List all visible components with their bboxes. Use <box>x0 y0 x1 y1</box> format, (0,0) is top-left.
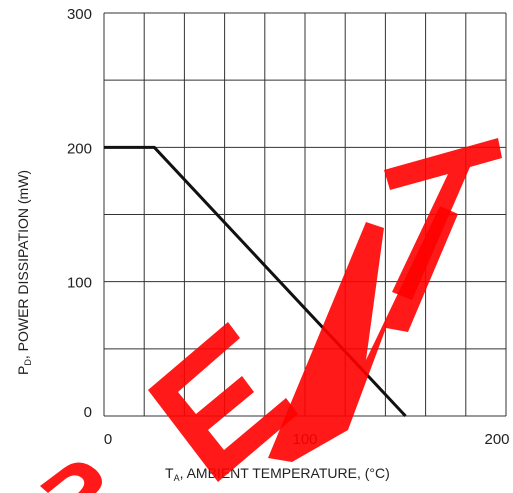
watermark-letter-s <box>40 462 102 493</box>
x-tick-label: 200 <box>484 431 509 448</box>
y-axis-title-main: P <box>15 366 31 375</box>
x-tick-label: 0 <box>104 431 112 448</box>
series-layer <box>104 145 407 418</box>
series-line-0 <box>104 145 407 418</box>
x-axis-title: TA, AMBIENT TEMPERATURE, (°C) <box>165 465 390 483</box>
x-axis-title-sub: A <box>174 473 180 483</box>
watermark-letter-t <box>384 138 502 300</box>
y-axis-title: PD, POWER DISSIPATION (mW) <box>15 170 33 375</box>
y-axis-title-rest: , POWER DISSIPATION (mW) <box>15 170 31 359</box>
y-tick-label: 100 <box>67 275 92 292</box>
y-tick-label: 200 <box>67 140 92 157</box>
watermark <box>40 138 502 493</box>
x-axis-title-main: T <box>165 465 174 481</box>
y-axis-title-sub: D <box>23 359 33 366</box>
y-tick-label: 0 <box>84 404 92 421</box>
y-tick-label: 300 <box>67 6 92 23</box>
watermark-letter-e <box>148 322 298 482</box>
